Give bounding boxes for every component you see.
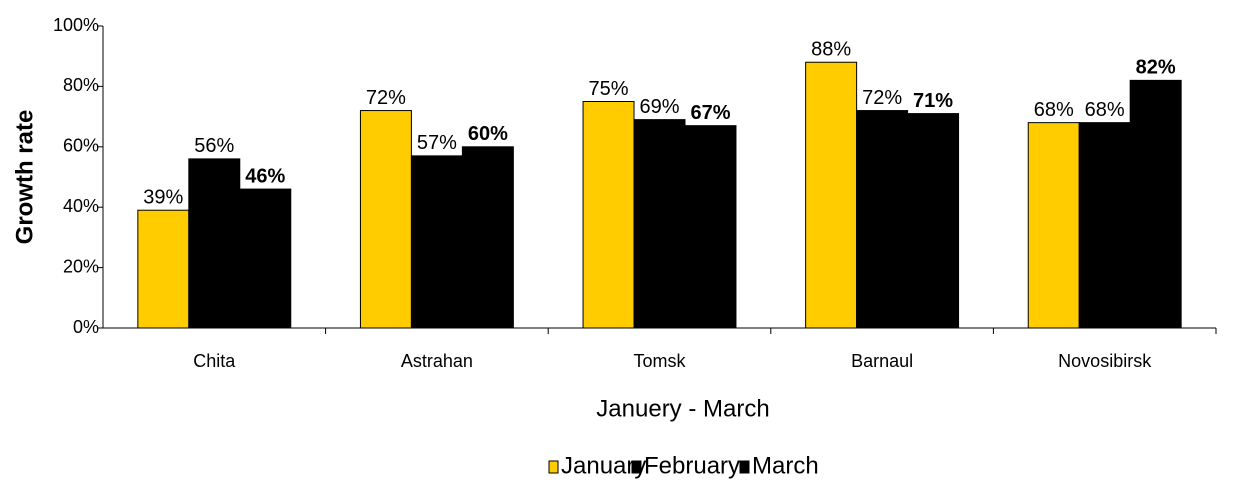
x-tick-label: Barnaul xyxy=(851,351,913,371)
bar xyxy=(1078,122,1131,329)
legend-swatch xyxy=(548,460,559,474)
legend-swatch xyxy=(739,460,750,474)
data-label: 82% xyxy=(1136,57,1176,79)
bar xyxy=(461,146,514,329)
data-label: 75% xyxy=(589,78,629,100)
bar xyxy=(856,110,909,329)
bar xyxy=(907,113,960,329)
y-tick-label: 80% xyxy=(63,75,99,95)
data-label: 72% xyxy=(862,87,902,109)
bar xyxy=(633,119,686,329)
x-tick-label: Tomsk xyxy=(633,351,686,371)
legend-label: February xyxy=(644,452,740,479)
data-label: 46% xyxy=(245,165,285,187)
data-label: 88% xyxy=(811,39,851,61)
data-label: 56% xyxy=(194,135,234,157)
data-label: 68% xyxy=(1034,99,1074,121)
y-tick-label: 40% xyxy=(63,196,99,216)
bar xyxy=(805,61,858,329)
data-label: 57% xyxy=(417,132,457,154)
y-tick-label: 0% xyxy=(73,317,99,337)
data-label: 60% xyxy=(468,123,508,145)
x-tick-label: Novosibirsk xyxy=(1058,351,1152,371)
legend-label: March xyxy=(752,452,819,479)
data-label: 71% xyxy=(913,90,953,112)
bar xyxy=(1027,122,1080,329)
bar xyxy=(188,158,241,329)
bar xyxy=(684,125,737,329)
y-tick-label: 100% xyxy=(53,15,99,35)
x-tick-label: Chita xyxy=(193,351,236,371)
x-tick-label: Astrahan xyxy=(401,351,473,371)
y-axis-title: Growth rate xyxy=(11,110,38,245)
data-label: 67% xyxy=(690,102,730,124)
bar xyxy=(1129,79,1182,329)
bar xyxy=(359,110,412,329)
bar xyxy=(410,155,463,329)
bar xyxy=(582,101,635,329)
data-label: 68% xyxy=(1085,99,1125,121)
data-label: 39% xyxy=(143,187,183,209)
x-axis-title: Januery - March xyxy=(596,395,769,422)
bar xyxy=(239,188,292,329)
legend-swatch xyxy=(631,460,642,474)
bar xyxy=(137,209,190,329)
data-label: 69% xyxy=(639,96,679,118)
y-tick-label: 60% xyxy=(63,136,99,156)
data-label: 72% xyxy=(366,87,406,109)
y-tick-label: 20% xyxy=(63,256,99,276)
